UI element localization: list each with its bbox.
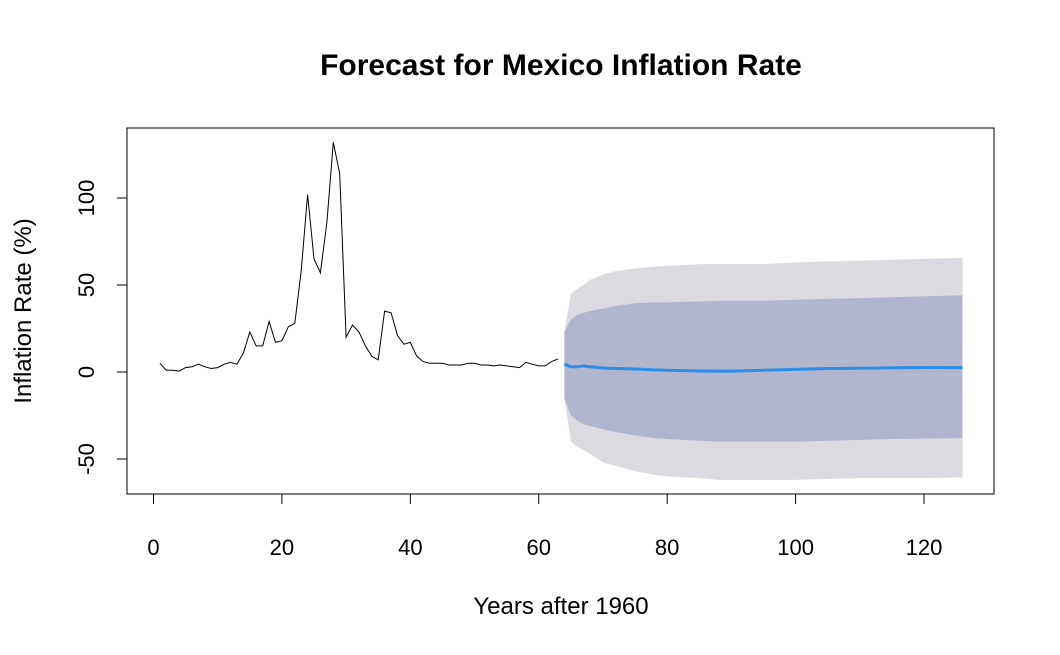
x-tick-label: 40	[398, 535, 422, 560]
x-tick-label: 0	[147, 535, 159, 560]
x-tick-label: 100	[777, 535, 814, 560]
y-axis-label: Inflation Rate (%)	[10, 218, 37, 403]
y-tick-label: 100	[74, 180, 99, 217]
y-tick-label: -50	[74, 443, 99, 475]
forecast-series-line	[563, 362, 963, 373]
observed-series-line	[159, 142, 559, 372]
x-tick-label: 80	[655, 535, 679, 560]
series-lines	[159, 142, 963, 373]
x-tick-label: 120	[906, 535, 943, 560]
x-axis: 0 20 40 60 80 100 120	[147, 493, 943, 560]
x-axis-label: Years after 1960	[473, 593, 648, 620]
y-axis: -50 0 50 100	[74, 180, 128, 475]
x-tick-label: 60	[527, 535, 551, 560]
y-tick-label: 0	[74, 366, 99, 378]
chart-title: Forecast for Mexico Inflation Rate	[320, 49, 802, 82]
y-tick-label: 50	[74, 273, 99, 297]
interval-80-band	[564, 295, 963, 442]
x-tick-label: 20	[270, 535, 294, 560]
